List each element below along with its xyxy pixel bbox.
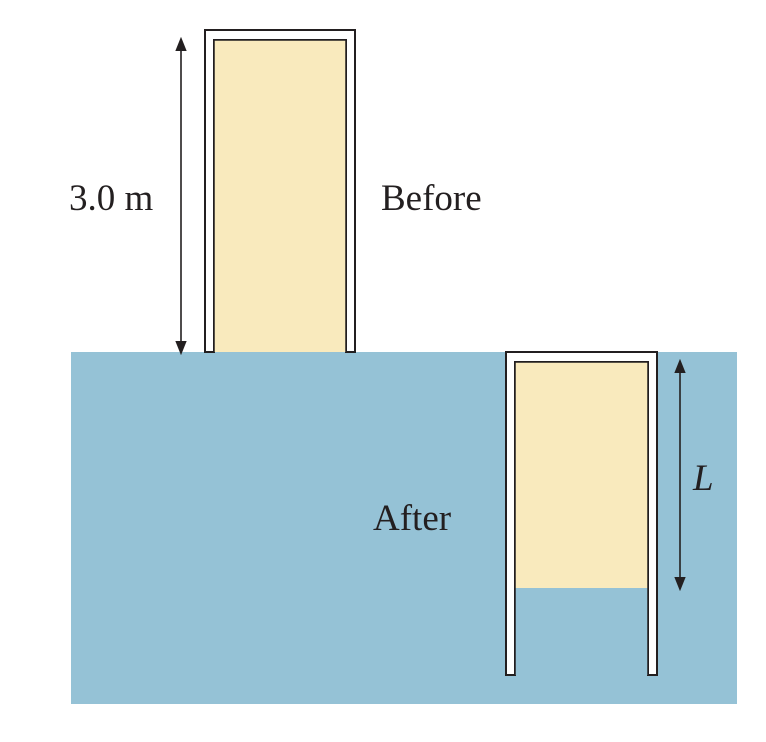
tube-before-air <box>214 40 346 352</box>
tube-after-water <box>515 588 648 675</box>
height-before-label: 3.0 m <box>69 178 154 219</box>
after-label: After <box>373 498 451 539</box>
tube-after-air <box>515 362 648 588</box>
length-after-label: L <box>692 458 714 499</box>
before-label: Before <box>381 178 482 219</box>
tube-before <box>204 29 356 353</box>
tube-after <box>505 351 658 676</box>
